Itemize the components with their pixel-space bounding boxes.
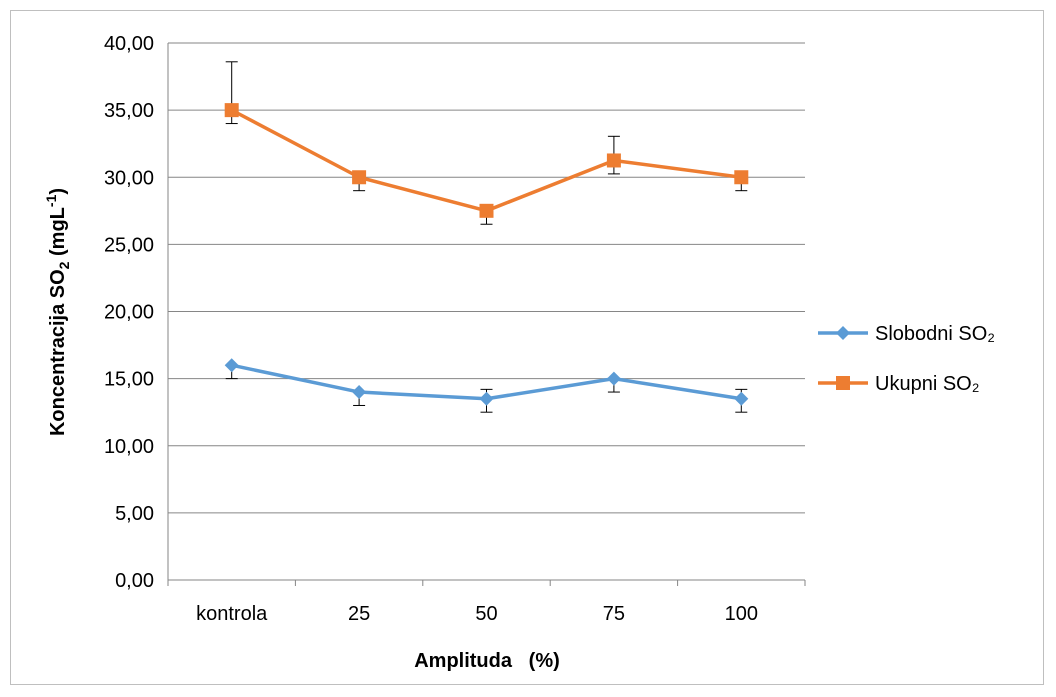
series-markers <box>224 103 749 406</box>
y-axis-title-sup: -1 <box>43 194 59 207</box>
y-tick-label: 20,00 <box>104 302 154 324</box>
y-tick-label: 15,00 <box>104 369 154 391</box>
x-tick-label: kontrola <box>196 603 268 625</box>
y-tick-label: 25,00 <box>104 234 154 256</box>
data-point <box>606 371 621 386</box>
y-axis-title-close: ) <box>47 188 69 195</box>
x-tick-label: 75 <box>603 603 625 625</box>
data-point <box>352 385 367 400</box>
y-tick-label: 35,00 <box>104 100 154 122</box>
data-point <box>224 103 239 118</box>
chart-frame <box>10 10 1044 685</box>
legend-marker <box>836 376 850 390</box>
x-tick-label: 100 <box>725 603 758 625</box>
y-tick-label: 0,00 <box>115 570 154 592</box>
data-point <box>734 170 749 185</box>
x-axis-title: Amplituda (%) <box>414 650 560 672</box>
x-tick-labels: kontrola 25 50 75 100 <box>196 603 758 625</box>
y-tick-label: 10,00 <box>104 436 154 458</box>
legend: Slobodni SO₂ Ukupni SO₂ <box>818 323 995 395</box>
series-line <box>230 108 742 213</box>
data-point <box>479 391 494 406</box>
y-tick-label: 30,00 <box>104 167 154 189</box>
data-point <box>352 170 367 185</box>
gridlines <box>167 42 806 586</box>
y-axis-title-main: Koncentracija SO <box>47 269 69 436</box>
y-tick-label: 40,00 <box>104 33 154 55</box>
data-point <box>479 203 494 218</box>
data-point <box>734 391 749 406</box>
x-tick-label: 25 <box>348 603 370 625</box>
y-axis-title-sub: 2 <box>56 261 72 269</box>
legend-label: Ukupni SO₂ <box>875 373 979 395</box>
error-bars <box>225 61 748 413</box>
y-tick-labels: 0,00 5,00 10,00 15,00 20,00 25,00 30,00 35,00 40… <box>104 33 154 592</box>
x-tick-label: 50 <box>475 603 497 625</box>
y-axis-title-unit: (mgL <box>47 207 69 261</box>
series-lines <box>230 108 742 401</box>
legend-marker <box>836 326 850 340</box>
y-tick-label: 5,00 <box>115 503 154 525</box>
data-point <box>224 358 239 373</box>
data-point <box>606 153 621 168</box>
y-axis-title: Koncentracija SO2 (mgL-1) <box>43 188 72 436</box>
legend-label: Slobodni SO₂ <box>875 323 995 345</box>
